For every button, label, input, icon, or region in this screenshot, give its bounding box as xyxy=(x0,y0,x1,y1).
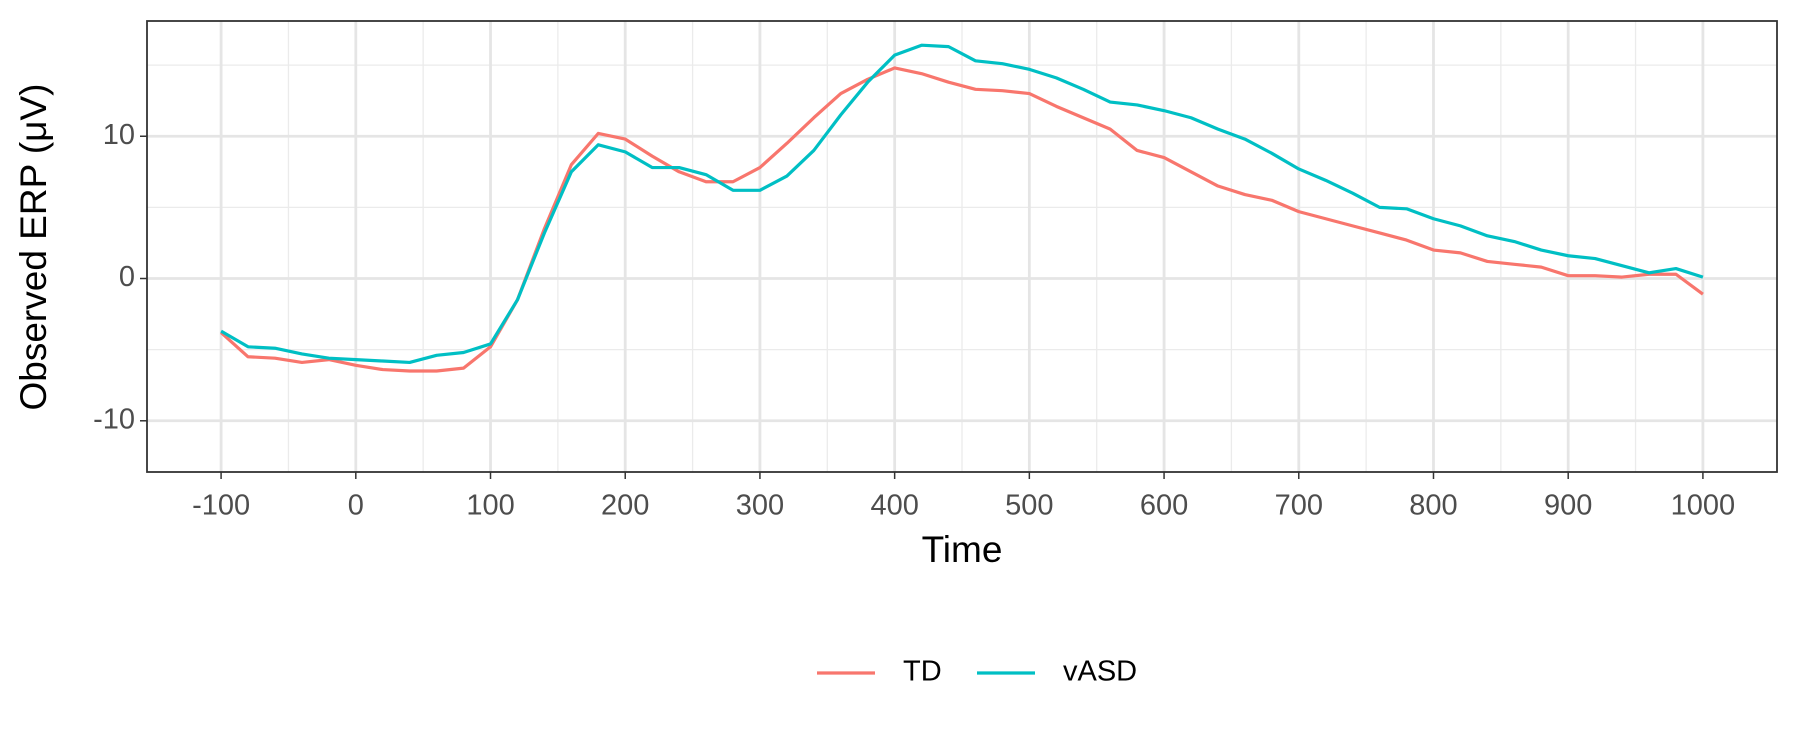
x-tick-label: 200 xyxy=(601,490,649,522)
y-tick-label: -10 xyxy=(93,403,135,435)
y-tick-label: 10 xyxy=(103,119,135,151)
y-tick-label: 0 xyxy=(119,261,135,293)
line-series xyxy=(220,66,1704,373)
x-tick-label: 300 xyxy=(736,490,784,522)
x-tick-label: 900 xyxy=(1544,490,1592,522)
x-tick-label: 800 xyxy=(1409,490,1457,522)
y-axis-title: Observed ERP (μV) xyxy=(13,83,54,410)
x-tick-label: 600 xyxy=(1140,490,1188,522)
x-tick-label: -100 xyxy=(192,490,250,522)
x-tick-label: 0 xyxy=(348,490,364,522)
x-tick-label: 100 xyxy=(466,490,514,522)
x-axis-title: Time xyxy=(922,529,1003,570)
line-series xyxy=(220,43,1704,365)
x-tick-label: 1000 xyxy=(1671,490,1736,522)
legend-label: vASD xyxy=(1063,656,1137,688)
x-tick-label: 400 xyxy=(870,490,918,522)
panel-border xyxy=(146,20,1778,473)
legend-label: TD xyxy=(903,656,942,688)
x-tick-label: 500 xyxy=(1005,490,1053,522)
x-tick-label: 700 xyxy=(1275,490,1323,522)
